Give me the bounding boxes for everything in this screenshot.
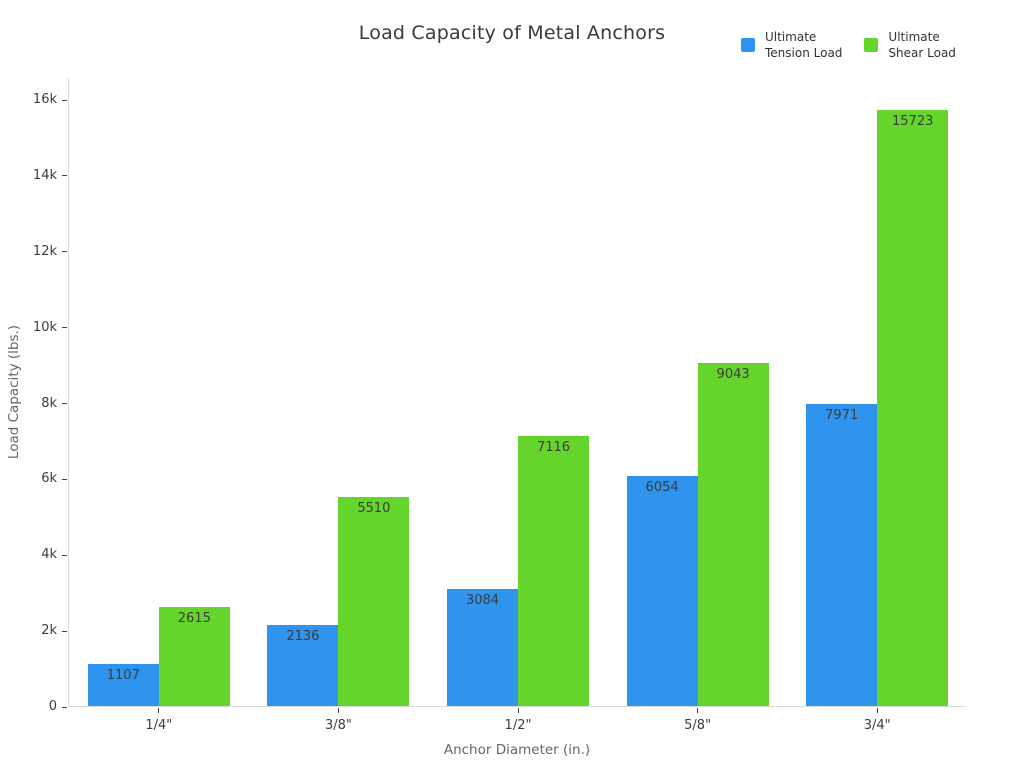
bar-value-label: 5510 bbox=[357, 500, 391, 516]
x-tick-label-3-8: 3/8" bbox=[324, 718, 352, 733]
y-tick-label-10k: 10k bbox=[32, 319, 57, 335]
bar-value-label: 2615 bbox=[177, 610, 211, 626]
y-tick-label-6k: 6k bbox=[41, 471, 57, 487]
bar-ultimate-shear-load-5-8: 9043 bbox=[697, 362, 769, 706]
bar-ultimate-tension-load-1-2: 3084 bbox=[447, 589, 518, 706]
bar-ultimate-shear-load-1-2: 7116 bbox=[518, 436, 589, 706]
chart-title: Load Capacity of Metal Anchors bbox=[358, 22, 666, 44]
x-axis-title: Anchor Diameter (in.) bbox=[443, 742, 591, 758]
x-tick-label-1-4: 1/4" bbox=[145, 718, 173, 733]
legend-item-ultimate-shear-load[interactable]: Ultimate Shear Load bbox=[864, 29, 956, 61]
x-axis-tick-mark bbox=[337, 708, 339, 713]
bar-value-label: 2136 bbox=[286, 628, 320, 644]
legend: Ultimate Tension Load Ultimate Shear Load bbox=[741, 29, 956, 61]
y-tick-label-0: 0 bbox=[48, 699, 57, 714]
bar-ultimate-tension-load-1-4: 1107 bbox=[87, 664, 159, 706]
bar-value-label: 7971 bbox=[825, 407, 859, 423]
y-axis-title: Load Capacity (lbs.) bbox=[6, 324, 22, 460]
x-axis-tick-mark bbox=[876, 708, 878, 713]
x-tick-label-1-2: 1/2" bbox=[504, 718, 532, 733]
legend-label: Ultimate Shear Load bbox=[888, 30, 956, 60]
y-axis-tick-mark bbox=[62, 706, 67, 708]
bar-value-label: 3084 bbox=[465, 593, 500, 609]
bar-value-label: 15723 bbox=[892, 113, 934, 129]
y-tick-label-14k: 14k bbox=[32, 167, 57, 183]
bar-value-label: 1107 bbox=[106, 668, 140, 684]
y-axis-tick-mark bbox=[62, 478, 67, 480]
bar-ultimate-shear-load-3-8: 5510 bbox=[338, 496, 410, 706]
y-axis-tick-mark bbox=[62, 403, 67, 404]
y-axis-tick-mark bbox=[62, 630, 67, 632]
y-axis-tick-mark bbox=[62, 327, 67, 329]
y-tick-label-8k: 8k bbox=[41, 395, 57, 411]
x-axis-tick-mark bbox=[158, 708, 160, 713]
legend-label: Ultimate Tension Load bbox=[765, 30, 843, 60]
legend-swatch-icon bbox=[864, 38, 879, 52]
x-axis-tick-mark bbox=[517, 708, 519, 713]
y-axis-tick-mark bbox=[62, 251, 67, 253]
x-tick-label-3-4: 3/4" bbox=[863, 718, 891, 733]
x-axis-tick-mark bbox=[697, 708, 699, 713]
bar-value-label: 7116 bbox=[536, 440, 571, 456]
y-axis-tick-mark bbox=[62, 175, 67, 177]
bar-ultimate-tension-load-3-4: 7971 bbox=[806, 403, 878, 706]
bar-ultimate-tension-load-3-8: 2136 bbox=[267, 624, 339, 706]
x-tick-label-5-8: 5/8" bbox=[684, 718, 712, 733]
bar-ultimate-shear-load-1-4: 2615 bbox=[158, 606, 230, 706]
y-axis-tick-mark bbox=[62, 99, 67, 101]
y-axis-tick-mark bbox=[62, 554, 67, 556]
bar-value-label: 9043 bbox=[716, 366, 750, 382]
plot-area: 0 2k 4k 6k 8k 10k 12k 14k 16k 1/4" 1107 2615 3/8" 213… bbox=[33, 78, 966, 733]
y-tick-label-12k: 12k bbox=[32, 243, 57, 259]
y-tick-label-2k: 2k bbox=[41, 623, 57, 639]
bar-value-label: 6054 bbox=[645, 480, 679, 496]
y-tick-label-4k: 4k bbox=[41, 547, 57, 563]
legend-item-ultimate-tension-load[interactable]: Ultimate Tension Load bbox=[741, 29, 842, 61]
y-tick-label-16k: 16k bbox=[32, 92, 57, 107]
bar-ultimate-tension-load-5-8: 6054 bbox=[626, 476, 698, 706]
legend-swatch-icon bbox=[741, 38, 755, 52]
bar-ultimate-shear-load-3-4: 15723 bbox=[877, 109, 949, 706]
